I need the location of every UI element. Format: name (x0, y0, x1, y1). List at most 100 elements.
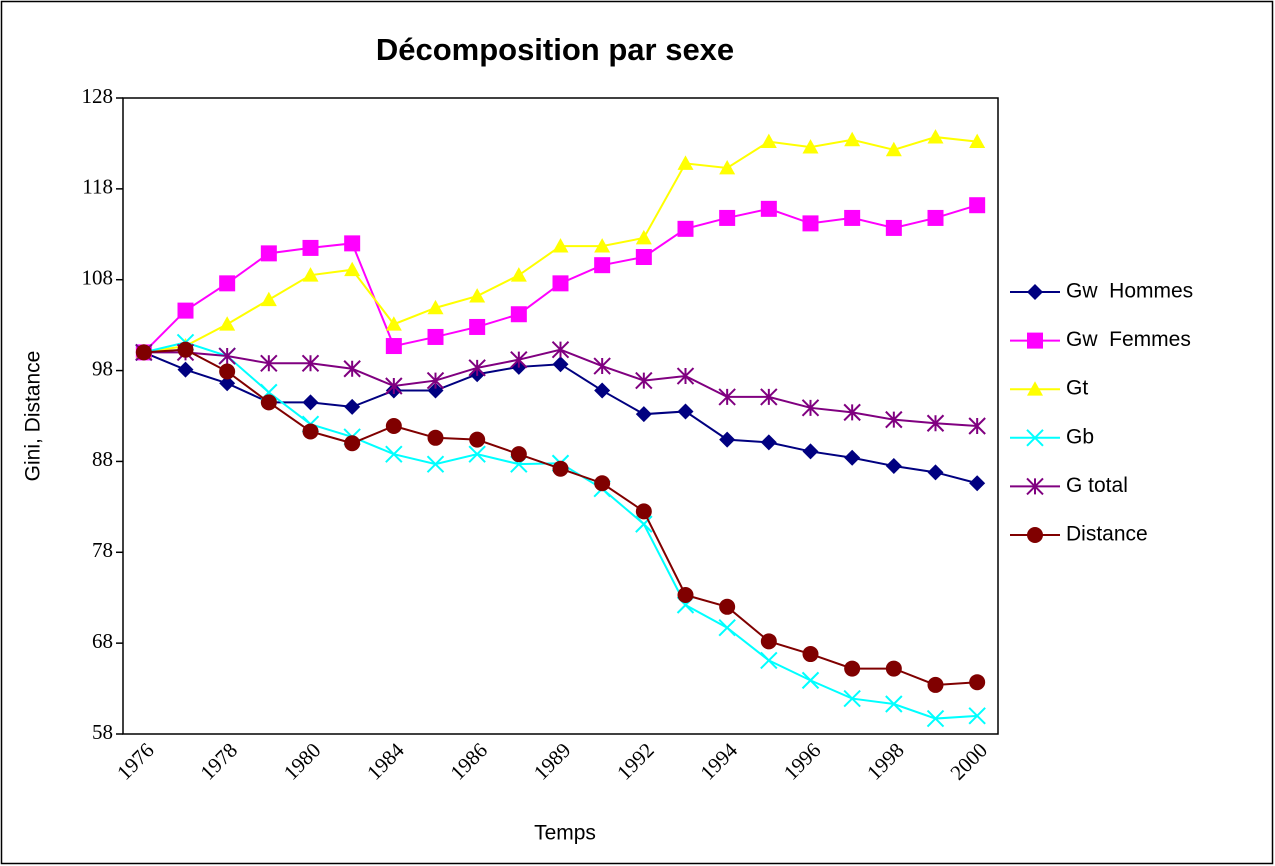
marker (219, 375, 236, 392)
plot-area (122, 97, 999, 735)
marker (927, 209, 944, 226)
marker (552, 356, 569, 373)
marker (510, 306, 527, 323)
marker (551, 340, 570, 359)
marker (926, 414, 945, 432)
marker (552, 460, 569, 477)
legend-label: Gt (1066, 377, 1088, 400)
marker (968, 707, 986, 725)
marker (344, 261, 361, 277)
y-tick-label: 118 (82, 175, 113, 199)
y-tick-label: 108 (82, 266, 114, 290)
y-axis-label: Gini, Distance (22, 351, 45, 482)
marker (260, 245, 277, 262)
marker (635, 406, 652, 423)
marker (719, 159, 736, 175)
marker (385, 445, 403, 463)
marker (552, 275, 569, 292)
marker (385, 338, 402, 355)
marker (677, 586, 694, 603)
marker (468, 445, 486, 463)
marker (885, 410, 903, 429)
chart-title: Décomposition par sexe (376, 32, 734, 67)
marker (343, 360, 361, 378)
marker (301, 354, 320, 373)
marker (1026, 429, 1044, 447)
marker (635, 371, 653, 390)
marker (760, 133, 777, 149)
marker (177, 302, 194, 319)
marker (427, 328, 444, 345)
marker (427, 382, 444, 399)
marker (677, 403, 694, 420)
marker (802, 139, 819, 154)
y-tick-label: 78 (92, 538, 113, 562)
marker (968, 417, 986, 435)
marker (885, 457, 902, 474)
marker (385, 316, 402, 331)
marker (260, 394, 277, 411)
marker (635, 249, 652, 265)
marker (344, 398, 361, 415)
marker (719, 209, 736, 226)
marker (801, 399, 820, 417)
marker (844, 209, 861, 226)
marker (468, 359, 486, 377)
marker (594, 475, 611, 492)
marker (677, 155, 694, 170)
legend-label: Gw Femmes (1066, 328, 1191, 351)
marker (177, 361, 194, 378)
marker (427, 299, 444, 315)
marker (885, 660, 902, 677)
marker (760, 388, 778, 406)
legend-label: G total (1066, 474, 1128, 497)
marker (344, 435, 361, 452)
y-tick-label: 128 (82, 84, 114, 108)
marker (760, 434, 777, 451)
marker (426, 455, 445, 473)
marker (426, 371, 445, 390)
y-tick-label: 68 (92, 629, 113, 653)
marker (718, 618, 736, 637)
legend-label: Distance (1066, 523, 1148, 546)
legend-label: Gw Hommes (1066, 280, 1193, 303)
marker (926, 709, 945, 728)
marker (593, 357, 611, 375)
marker (510, 446, 527, 463)
marker (302, 267, 319, 282)
marker (302, 239, 319, 256)
marker (844, 131, 861, 147)
marker (469, 318, 486, 335)
marker (885, 219, 902, 236)
marker (802, 646, 819, 663)
marker (635, 515, 653, 533)
y-tick-label: 58 (92, 720, 113, 744)
marker (594, 238, 611, 253)
marker (927, 676, 944, 693)
marker (843, 689, 861, 708)
marker (510, 267, 527, 282)
marker (760, 200, 777, 217)
marker (1027, 332, 1043, 349)
marker (677, 220, 694, 237)
marker (219, 275, 236, 292)
marker (344, 235, 361, 252)
y-tick-label: 88 (92, 447, 113, 471)
marker (177, 341, 194, 358)
marker (552, 238, 569, 253)
marker (844, 449, 861, 466)
marker (927, 464, 944, 481)
marker (635, 229, 652, 245)
marker (510, 350, 528, 369)
marker (885, 141, 902, 157)
marker (219, 316, 236, 331)
marker (719, 431, 736, 448)
marker (969, 133, 986, 149)
marker (469, 288, 486, 303)
marker (260, 291, 277, 307)
marker (594, 382, 611, 399)
marker (302, 394, 319, 411)
marker (927, 129, 944, 144)
marker (802, 443, 819, 460)
